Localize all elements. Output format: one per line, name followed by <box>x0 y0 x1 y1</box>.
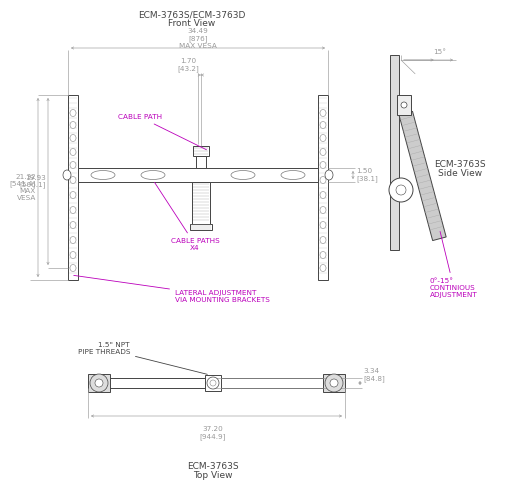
Circle shape <box>90 374 108 392</box>
Text: 0°-15°
CONTINIOUS
ADJUSTMENT: 0°-15° CONTINIOUS ADJUSTMENT <box>430 232 478 298</box>
Bar <box>196 156 206 168</box>
Ellipse shape <box>70 237 76 244</box>
Text: 1.50
[38.1]: 1.50 [38.1] <box>356 168 378 182</box>
Ellipse shape <box>320 122 326 128</box>
Ellipse shape <box>70 264 76 271</box>
Ellipse shape <box>70 191 76 198</box>
Text: ECM-3763S/ECM-3763D: ECM-3763S/ECM-3763D <box>138 10 246 19</box>
Ellipse shape <box>70 206 76 213</box>
Bar <box>108 378 325 388</box>
Circle shape <box>95 379 103 387</box>
Text: 19.93
[506.1]: 19.93 [506.1] <box>19 175 46 188</box>
Ellipse shape <box>63 170 71 180</box>
Circle shape <box>401 102 407 108</box>
Text: 3.34
[84.8]: 3.34 [84.8] <box>363 368 385 382</box>
Bar <box>318 95 328 280</box>
Circle shape <box>207 377 219 389</box>
Text: Top View: Top View <box>193 471 233 480</box>
Ellipse shape <box>320 148 326 156</box>
Bar <box>78 168 318 182</box>
Text: LATERAL ADJUSTMENT
VIA MOUNTING BRACKETS: LATERAL ADJUSTMENT VIA MOUNTING BRACKETS <box>74 275 270 303</box>
Ellipse shape <box>320 222 326 229</box>
Text: Side View: Side View <box>438 169 482 178</box>
Text: 21.32
[541.4]
MAX
VESA: 21.32 [541.4] MAX VESA <box>9 174 36 201</box>
Ellipse shape <box>91 171 115 180</box>
Circle shape <box>396 185 406 195</box>
Ellipse shape <box>320 206 326 213</box>
Circle shape <box>210 380 216 386</box>
Ellipse shape <box>320 191 326 198</box>
Ellipse shape <box>70 134 76 141</box>
Bar <box>190 224 212 230</box>
Circle shape <box>325 374 343 392</box>
Ellipse shape <box>70 148 76 156</box>
Bar <box>323 374 345 392</box>
Ellipse shape <box>320 237 326 244</box>
Ellipse shape <box>70 251 76 258</box>
Ellipse shape <box>320 264 326 271</box>
Bar <box>390 55 399 250</box>
Ellipse shape <box>320 134 326 141</box>
Text: CABLE PATH: CABLE PATH <box>118 114 206 150</box>
Text: 37.20
[944.9]: 37.20 [944.9] <box>200 426 226 440</box>
Text: ECM-3763S: ECM-3763S <box>187 462 239 471</box>
Bar <box>205 375 221 391</box>
Ellipse shape <box>281 171 305 180</box>
Text: Front View: Front View <box>168 19 215 28</box>
Polygon shape <box>399 112 446 241</box>
Text: 1.70
[43.2]: 1.70 [43.2] <box>177 58 199 72</box>
Circle shape <box>389 178 413 202</box>
Ellipse shape <box>325 170 333 180</box>
Ellipse shape <box>141 171 165 180</box>
Bar <box>88 374 110 392</box>
Ellipse shape <box>70 122 76 128</box>
Bar <box>68 95 78 280</box>
Ellipse shape <box>320 162 326 169</box>
Circle shape <box>330 379 338 387</box>
Bar <box>193 146 209 156</box>
Ellipse shape <box>70 177 76 184</box>
Ellipse shape <box>320 110 326 117</box>
Bar <box>397 95 411 115</box>
Text: CABLE PATHS
X4: CABLE PATHS X4 <box>155 183 220 251</box>
Text: 1.5" NPT
PIPE THREADS: 1.5" NPT PIPE THREADS <box>78 342 208 374</box>
Ellipse shape <box>320 177 326 184</box>
Bar <box>192 182 210 224</box>
Ellipse shape <box>70 162 76 169</box>
Ellipse shape <box>320 251 326 258</box>
Ellipse shape <box>70 110 76 117</box>
Text: 15°: 15° <box>433 49 446 55</box>
Ellipse shape <box>70 222 76 229</box>
Text: ECM-3763S: ECM-3763S <box>434 160 486 169</box>
Ellipse shape <box>231 171 255 180</box>
Text: 34.49
[876]
MAX VESA: 34.49 [876] MAX VESA <box>179 28 217 49</box>
